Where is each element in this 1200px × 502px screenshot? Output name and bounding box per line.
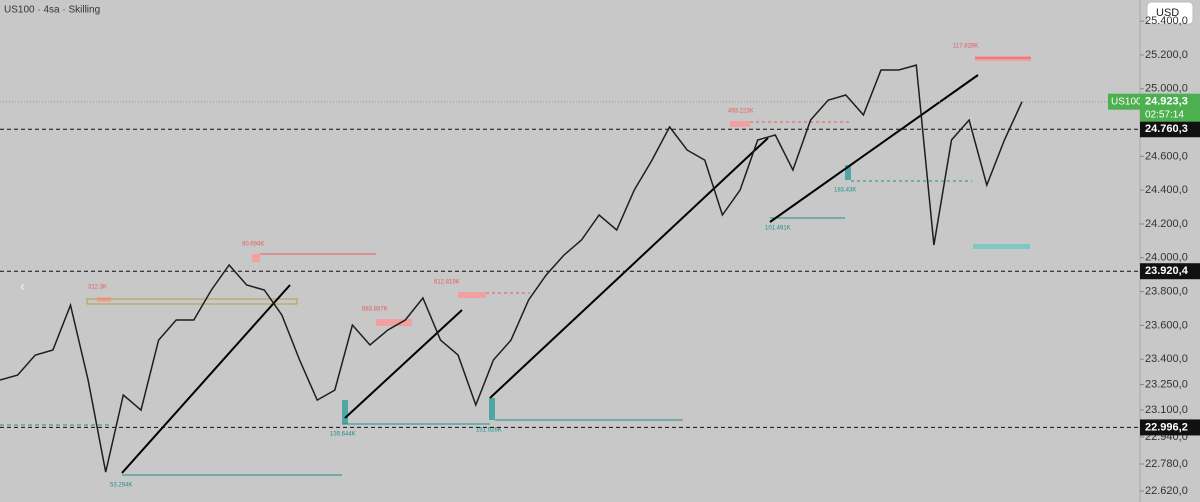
volume-label: 493.223K — [728, 109, 754, 115]
volume-label: 53.294K — [110, 483, 132, 489]
currency-button[interactable] — [1146, 1, 1194, 25]
price-label-box — [1140, 121, 1200, 138]
volume-label: 101.491K — [765, 226, 791, 232]
y-tick-label: 25.000,0 — [1145, 83, 1188, 95]
price-label-box — [1140, 419, 1200, 436]
scroll-left[interactable]: ‹ — [20, 278, 25, 295]
supply-zone — [458, 292, 486, 298]
plot-area — [0, 0, 1140, 502]
trend-line — [489, 137, 769, 399]
y-tick-label: 24.000,0 — [1145, 252, 1188, 264]
y-tick-label: 23.400,0 — [1145, 353, 1188, 365]
y-tick-label: 23.250,0 — [1145, 378, 1188, 390]
price-line — [0, 64, 1023, 473]
y-tick-label: 23.100,0 — [1145, 404, 1188, 416]
chart-header: US100 · 4sa · Skilling — [4, 5, 100, 16]
trend-line — [344, 309, 463, 419]
volume-label: 117.828K — [953, 44, 978, 50]
y-tick-label: 25.200,0 — [1145, 49, 1188, 61]
volume-label: 151.926K — [476, 428, 502, 434]
symbol-box — [1108, 93, 1140, 110]
y-tick-label: 25.400,0 — [1145, 15, 1188, 27]
volume-label: 883.887K — [362, 307, 388, 313]
y-tick-label: 23.800,0 — [1145, 285, 1188, 297]
demand-zone — [342, 400, 348, 424]
y-tick-label: 22.780,0 — [1145, 458, 1188, 470]
zone-outline — [86, 298, 298, 305]
y-tick-label: 24.400,0 — [1145, 184, 1188, 196]
countdown-label: 02:57:14 — [1145, 109, 1184, 120]
demand-zone — [845, 165, 851, 180]
volume-label: 612.819K — [434, 280, 460, 286]
trend-line — [121, 284, 291, 474]
symbol-label: US100 — [1111, 96, 1142, 107]
supply-zone — [376, 319, 412, 326]
current-price-box — [1140, 93, 1200, 122]
y-tick-label: 22.620,0 — [1145, 485, 1188, 497]
volume-label: 139.644K — [330, 432, 356, 438]
current-price-label: 24.923,3 — [1145, 96, 1188, 108]
volume-label: 183.43K — [834, 188, 856, 194]
y-tick-label: 24.200,0 — [1145, 218, 1188, 230]
drawings: 117.828K 493.223K 183.43K 101.491K 90.69… — [0, 44, 1031, 489]
supply-zone — [730, 121, 750, 127]
price-label-box — [1140, 263, 1200, 280]
currency-label: USD — [1156, 7, 1179, 19]
volume-label: 90.694K — [242, 242, 264, 248]
demand-zone — [489, 398, 495, 420]
y-tick-label: 23.600,0 — [1145, 319, 1188, 331]
price-label: 23.920,4 — [1145, 265, 1189, 277]
trend-line — [769, 74, 979, 223]
price-label: 22.996,2 — [1145, 421, 1188, 433]
demand-zone — [973, 244, 1030, 249]
y-tick-label: 24.600,0 — [1145, 150, 1188, 162]
supply-zone — [252, 254, 260, 262]
volume-label: 312.3K — [88, 285, 107, 291]
price-label: 24.760,3 — [1145, 123, 1188, 135]
